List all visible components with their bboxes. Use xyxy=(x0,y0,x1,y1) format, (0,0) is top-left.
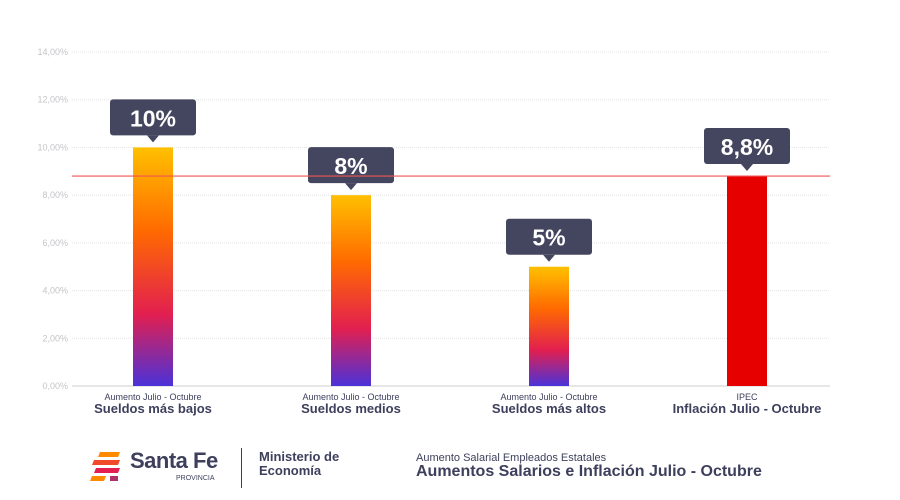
data-label: 5% xyxy=(532,225,565,251)
data-label-pointer xyxy=(147,135,159,143)
x-tick-sublabel: IPEC xyxy=(736,392,758,402)
x-tick-sublabel: Aumento Julio - Octubre xyxy=(104,392,201,402)
divider xyxy=(241,448,242,488)
x-tick-sublabel: Aumento Julio - Octubre xyxy=(302,392,399,402)
x-tick-sublabel: Aumento Julio - Octubre xyxy=(500,392,597,402)
ministry-name: Ministerio de Economía xyxy=(259,449,340,478)
data-label-pointer xyxy=(741,164,753,172)
data-label-box xyxy=(506,218,592,255)
x-tick-label: Inflación Julio - Octubre xyxy=(673,401,822,416)
bar xyxy=(133,147,173,386)
bar xyxy=(529,266,569,386)
chart-subtitle: Aumento Salarial Empleados Estatales xyxy=(416,452,607,464)
data-label-pointer xyxy=(543,254,555,262)
bar-chart: 0,00% 2,00% 4,00% 6,00% 8,00% 10,00% 12,00% 14,… xyxy=(37,47,830,416)
chart-title: Aumentos Salarios e Inflación Julio - Oc… xyxy=(416,463,762,480)
bar xyxy=(727,176,767,386)
footer: Santa Fe PROVINCIA Ministerio de Economí… xyxy=(0,440,900,500)
bar xyxy=(331,195,371,386)
data-label-pointer xyxy=(345,183,357,191)
y-tick-label: 12,00% xyxy=(37,95,68,105)
x-tick-label: Sueldos medios xyxy=(301,401,401,416)
data-label: 10% xyxy=(130,105,176,131)
y-tick-label: 14,00% xyxy=(37,47,68,57)
x-tick-label: Sueldos más bajos xyxy=(94,401,212,416)
logo-subtext: PROVINCIA xyxy=(176,475,215,482)
y-tick-label: 6,00% xyxy=(42,238,68,248)
y-tick-label: 4,00% xyxy=(42,286,68,296)
y-tick-label: 0,00% xyxy=(42,381,68,391)
data-label-box xyxy=(308,147,394,184)
logo-text: Santa Fe xyxy=(130,448,218,473)
x-tick-label: Sueldos más altos xyxy=(492,401,606,416)
y-tick-label: 10,00% xyxy=(37,142,68,152)
data-label-box xyxy=(704,128,790,165)
santa-fe-logo-icon xyxy=(90,452,120,481)
data-label: 8,8% xyxy=(721,134,773,160)
data-label-box xyxy=(110,99,196,136)
y-tick-label: 2,00% xyxy=(42,333,68,343)
y-tick-label: 8,00% xyxy=(42,190,68,200)
data-label: 8% xyxy=(334,153,367,179)
